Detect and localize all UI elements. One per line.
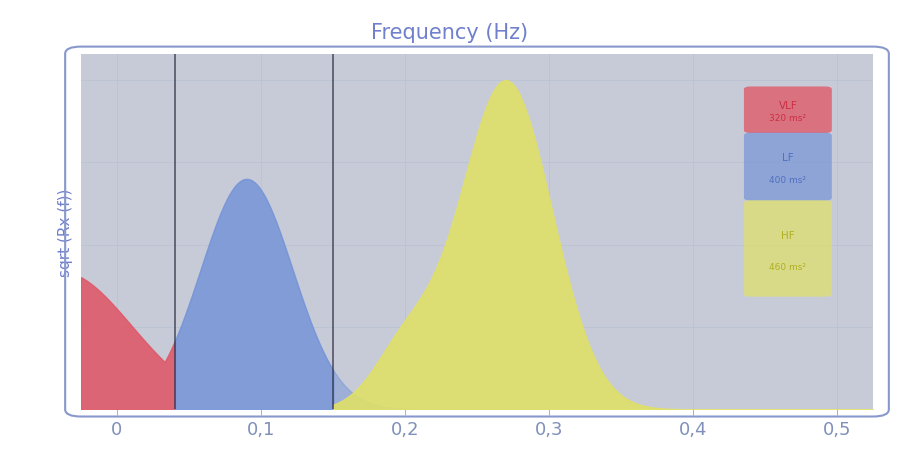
FancyBboxPatch shape xyxy=(744,201,832,297)
Text: 400 ms²: 400 ms² xyxy=(770,175,806,184)
Text: 460 ms²: 460 ms² xyxy=(770,263,806,272)
FancyBboxPatch shape xyxy=(744,87,832,134)
Text: Frequency (Hz): Frequency (Hz) xyxy=(372,23,528,43)
FancyBboxPatch shape xyxy=(744,133,832,201)
Text: LF: LF xyxy=(782,153,794,163)
Text: VLF: VLF xyxy=(778,101,797,111)
Text: HF: HF xyxy=(781,230,795,240)
Y-axis label: sqrt (Rx (f)): sqrt (Rx (f)) xyxy=(58,188,73,276)
Text: 320 ms²: 320 ms² xyxy=(770,114,806,123)
